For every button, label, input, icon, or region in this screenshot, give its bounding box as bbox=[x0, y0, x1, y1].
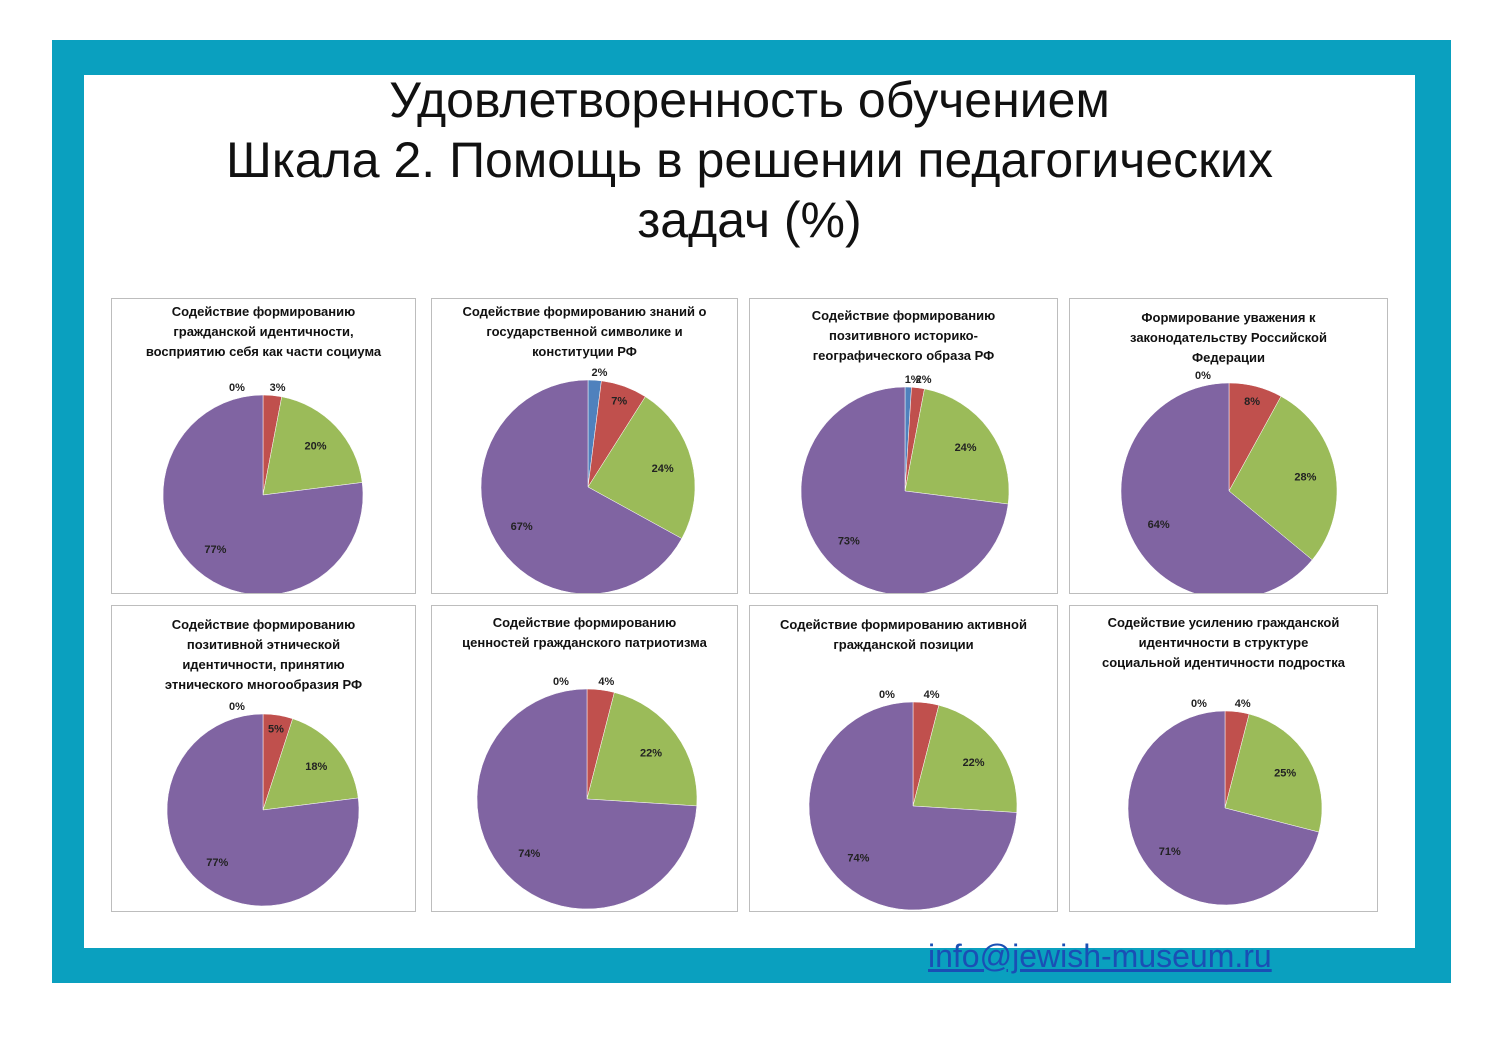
pie-data-label: 4% bbox=[1235, 698, 1251, 710]
pie-data-label: 0% bbox=[553, 676, 569, 688]
title-line-1: Удовлетворенность обучением bbox=[389, 72, 1110, 128]
title-line-3: задач (%) bbox=[637, 192, 862, 248]
pie-data-label: 71% bbox=[1159, 846, 1181, 858]
pie-slice bbox=[476, 688, 698, 910]
chart-title: Содействие формированию гражданской иден… bbox=[145, 304, 382, 359]
pie-chart-panel: Формирование уважения к законодательству… bbox=[1069, 298, 1388, 594]
pie-data-label: 74% bbox=[518, 848, 540, 860]
contact-email-link[interactable]: info@jewish-museum.ru bbox=[928, 938, 1272, 974]
chart-title: Содействие формированию ценностей гражда… bbox=[462, 615, 707, 650]
pie-chart-panel: Содействие формированию знаний о государ… bbox=[431, 298, 738, 594]
title-line-2: Шкала 2. Помощь в решении педагогических bbox=[226, 132, 1273, 188]
pie-chart: 0% 4% 25% 71% bbox=[1127, 698, 1323, 906]
pie-data-label: 0% bbox=[1195, 370, 1211, 382]
pie-chart: 2% 7% 24% 67% bbox=[480, 367, 696, 593]
pie-slice bbox=[262, 396, 363, 496]
pie-chart: 0% 8% 28% 64% bbox=[1120, 370, 1338, 593]
pie-data-label: 73% bbox=[838, 536, 860, 548]
pie-slice bbox=[808, 701, 1018, 911]
pie-data-label: 24% bbox=[955, 442, 977, 454]
pie-data-label: 3% bbox=[270, 382, 286, 394]
pie-slice bbox=[912, 704, 1018, 813]
pie-data-label: 2% bbox=[592, 367, 608, 379]
pie-chart-panel: Содействие формированию активной граждан… bbox=[749, 605, 1058, 912]
pie-data-label: 22% bbox=[640, 747, 662, 759]
pie-data-label: 2% bbox=[916, 374, 932, 386]
pie-data-label: 7% bbox=[611, 395, 627, 407]
pie-chart-panel: Содействие формированию гражданской иден… bbox=[111, 298, 416, 594]
pie-data-label: 18% bbox=[305, 761, 327, 773]
pie-data-label: 28% bbox=[1294, 471, 1316, 483]
pie-data-label: 64% bbox=[1148, 519, 1170, 531]
pie-chart-panel: Содействие формированию позитивного исто… bbox=[749, 298, 1058, 594]
pie-data-label: 22% bbox=[963, 757, 985, 769]
pie-data-label: 0% bbox=[229, 382, 245, 394]
pie-slice bbox=[800, 386, 1009, 593]
pie-slice bbox=[587, 396, 696, 539]
pie-data-label: 5% bbox=[268, 723, 284, 735]
pie-data-label: 0% bbox=[879, 689, 895, 701]
pie-chart-panel: Содействие формированию позитивной этнич… bbox=[111, 605, 416, 912]
pie-slice bbox=[1120, 382, 1313, 593]
chart-title: Содействие усилению гражданской идентичн… bbox=[1101, 615, 1345, 670]
pie-data-label: 0% bbox=[1191, 698, 1207, 710]
pie-data-label: 8% bbox=[1244, 396, 1260, 408]
pie-chart: 1%2% 24% 73% bbox=[800, 374, 1010, 593]
pie-data-label: 4% bbox=[924, 689, 940, 701]
chart-title: Содействие формированию позитивной этнич… bbox=[164, 617, 363, 692]
chart-title: Формирование уважения к законодательству… bbox=[1130, 310, 1327, 365]
pie-chart: 0% 5% 18% 77% bbox=[166, 701, 360, 907]
pie-data-label: 20% bbox=[304, 441, 326, 453]
pie-slice bbox=[1127, 710, 1320, 906]
chart-title: Содействие формированию позитивного исто… bbox=[811, 308, 996, 363]
pie-slice bbox=[162, 394, 364, 593]
pie-chart: 0% 3% 20% 77% bbox=[162, 382, 364, 593]
chart-title: Содействие формированию активной граждан… bbox=[780, 617, 1027, 652]
pie-data-label: 1% bbox=[905, 374, 921, 386]
pie-slice bbox=[166, 713, 360, 907]
pie-data-label: 0% bbox=[229, 701, 245, 713]
pie-chart: 0% 4% 22% 74% bbox=[808, 689, 1018, 911]
pie-slice bbox=[1224, 713, 1323, 833]
pie-slice bbox=[262, 718, 359, 811]
pie-slice bbox=[480, 379, 683, 593]
pie-chart-panel: Содействие формированию ценностей гражда… bbox=[431, 605, 738, 912]
pie-data-label: 77% bbox=[204, 544, 226, 556]
pie-data-label: 67% bbox=[511, 521, 533, 533]
pie-data-label: 25% bbox=[1274, 767, 1296, 779]
pie-slice bbox=[904, 388, 1010, 505]
pie-chart: 0% 4% 22% 74% bbox=[476, 676, 698, 910]
pie-data-label: 24% bbox=[652, 463, 674, 475]
pie-data-label: 77% bbox=[206, 857, 228, 869]
pie-data-label: 4% bbox=[598, 676, 614, 688]
chart-title: Содействие формированию знаний о государ… bbox=[462, 304, 707, 359]
pie-chart-panel: Содействие усилению гражданской идентичн… bbox=[1069, 605, 1378, 912]
pie-slice bbox=[586, 692, 698, 807]
pie-slice bbox=[1228, 396, 1338, 561]
slide-title: Удовлетворенность обучением Шкала 2. Пом… bbox=[84, 70, 1415, 250]
pie-data-label: 74% bbox=[847, 852, 869, 864]
